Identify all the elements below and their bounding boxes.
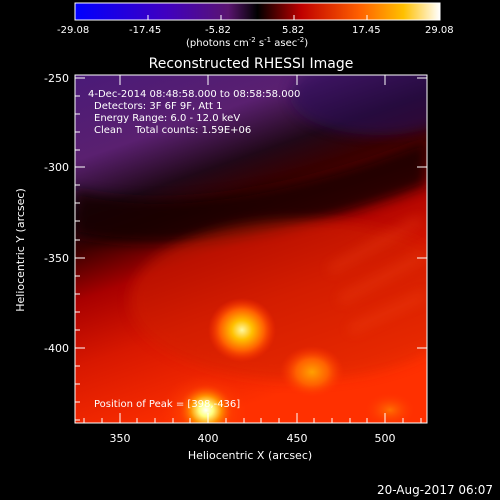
colorbar: -29.08 -17.45 -5.82 5.82 17.45 29.08 (ph… (57, 2, 454, 49)
rhessi-image (75, 75, 427, 423)
colorbar-tick-label: -29.08 (57, 25, 89, 36)
energy-range: Energy Range: 6.0 - 12.0 keV (94, 113, 240, 124)
x-tick-label: 400 (198, 432, 219, 445)
plot-title: Reconstructed RHESSI Image (149, 56, 354, 72)
x-axis-label: Heliocentric X (arcsec) (188, 449, 312, 462)
time-range: 4-Dec-2014 08:48:58.000 to 08:58:58.000 (88, 89, 300, 100)
colorbar-tick-label: 29.08 (425, 25, 454, 36)
y-tick-labels: -250 -300 -350 -400 (44, 72, 69, 355)
source-faint (364, 392, 416, 423)
axis-ticks (75, 75, 427, 423)
detectors-label: Detectors: 3F 6F 9F, Att 1 (94, 101, 222, 112)
footer-date: 20-Aug-2017 06:07 (377, 483, 493, 497)
colorbar-tick-label: 17.45 (352, 25, 381, 36)
source-secondary (208, 298, 276, 362)
colorbar-gradient (74, 2, 441, 21)
colorbar-tickmarks (74, 15, 441, 20)
colorbar-tick-label: -5.82 (205, 25, 231, 36)
colorbar-tick-label: 5.82 (282, 25, 304, 36)
y-tick-label: -300 (44, 161, 69, 174)
source-peak (178, 384, 234, 423)
x-tick-label: 350 (110, 432, 131, 445)
y-tick-label: -400 (44, 342, 69, 355)
info-block: 4-Dec-2014 08:48:58.000 to 08:58:58.000 … (88, 89, 300, 410)
plot-frame (74, 74, 428, 424)
colorbar-tick-label: -17.45 (129, 25, 161, 36)
peak-position: Position of Peak = [398,-436] (94, 399, 240, 410)
y-axis-label: Heliocentric Y (arcsec) (14, 188, 27, 312)
colorbar-unit-label: (photons cm-2 s-1 asec-2) (186, 36, 308, 49)
x-tick-label: 450 (287, 432, 308, 445)
x-tick-labels: 350 400 450 500 (110, 432, 396, 445)
source-tertiary (280, 346, 344, 398)
x-tick-label: 500 (375, 432, 396, 445)
y-tick-label: -350 (44, 252, 69, 265)
y-tick-label: -250 (44, 72, 69, 85)
clean-counts: Clean Total counts: 1.59E+06 (94, 125, 251, 136)
